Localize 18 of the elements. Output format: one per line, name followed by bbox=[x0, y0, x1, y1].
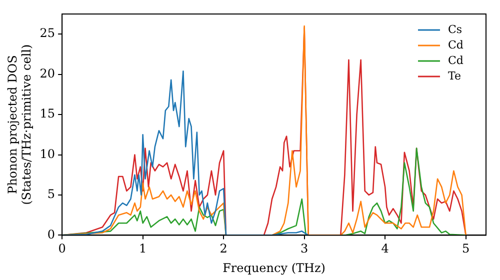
x-tick-label: 4 bbox=[381, 242, 390, 256]
legend-label: Cd bbox=[448, 38, 464, 52]
y-tick-label: 25 bbox=[40, 26, 56, 40]
x-tick-label: 5 bbox=[462, 242, 470, 256]
legend-label: Cs bbox=[448, 22, 462, 36]
x-tick-label: 0 bbox=[58, 242, 66, 256]
legend-label: Cd bbox=[448, 54, 464, 67]
y-tick-label: 15 bbox=[40, 106, 56, 121]
y-tick-label: 20 bbox=[40, 66, 56, 80]
x-tick-label: 1 bbox=[139, 242, 147, 256]
y-tick-label: 10 bbox=[40, 146, 56, 161]
x-tick-label: 2 bbox=[220, 242, 228, 256]
y-tick-label: 5 bbox=[47, 187, 56, 202]
x-axis-title: Frequency (THz) bbox=[222, 260, 326, 275]
legend-label: Te bbox=[448, 69, 461, 82]
y-axis-title: Phonon projected DOS (States/THz·primitive cell) bbox=[5, 44, 34, 205]
y-tick-label: 0 bbox=[47, 227, 56, 242]
x-tick-label: 3 bbox=[300, 242, 308, 256]
